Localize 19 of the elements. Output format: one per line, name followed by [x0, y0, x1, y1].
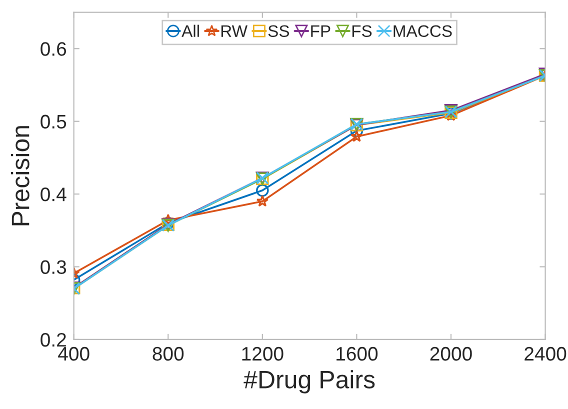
x-tick-label: 800 [152, 346, 184, 361]
legend-label: FS [352, 25, 372, 38]
x-tick-label: 2400 [524, 346, 566, 361]
y-tick-label: 0.4 [40, 188, 66, 202]
legend-label: RW [221, 25, 248, 37]
y-axis-title: Precision [11, 126, 30, 226]
y-tick-label: 0.5 [40, 114, 66, 129]
legend-label: FP [311, 25, 330, 37]
y-tick-label: 0.3 [40, 260, 66, 274]
x-tick-label: 2000 [430, 346, 472, 361]
legend-label: MACCS [394, 25, 452, 38]
legend-label: All [182, 24, 199, 37]
x-tick-label: 400 [58, 346, 90, 361]
x-axis-title: #Drug Pairs [244, 370, 375, 394]
legend-label: SS [268, 25, 290, 38]
y-tick-label: 0.6 [40, 42, 66, 56]
x-tick-label: 1200 [242, 346, 284, 361]
x-tick-label: 1600 [336, 346, 378, 361]
y-tick-label: 0.2 [40, 332, 66, 347]
